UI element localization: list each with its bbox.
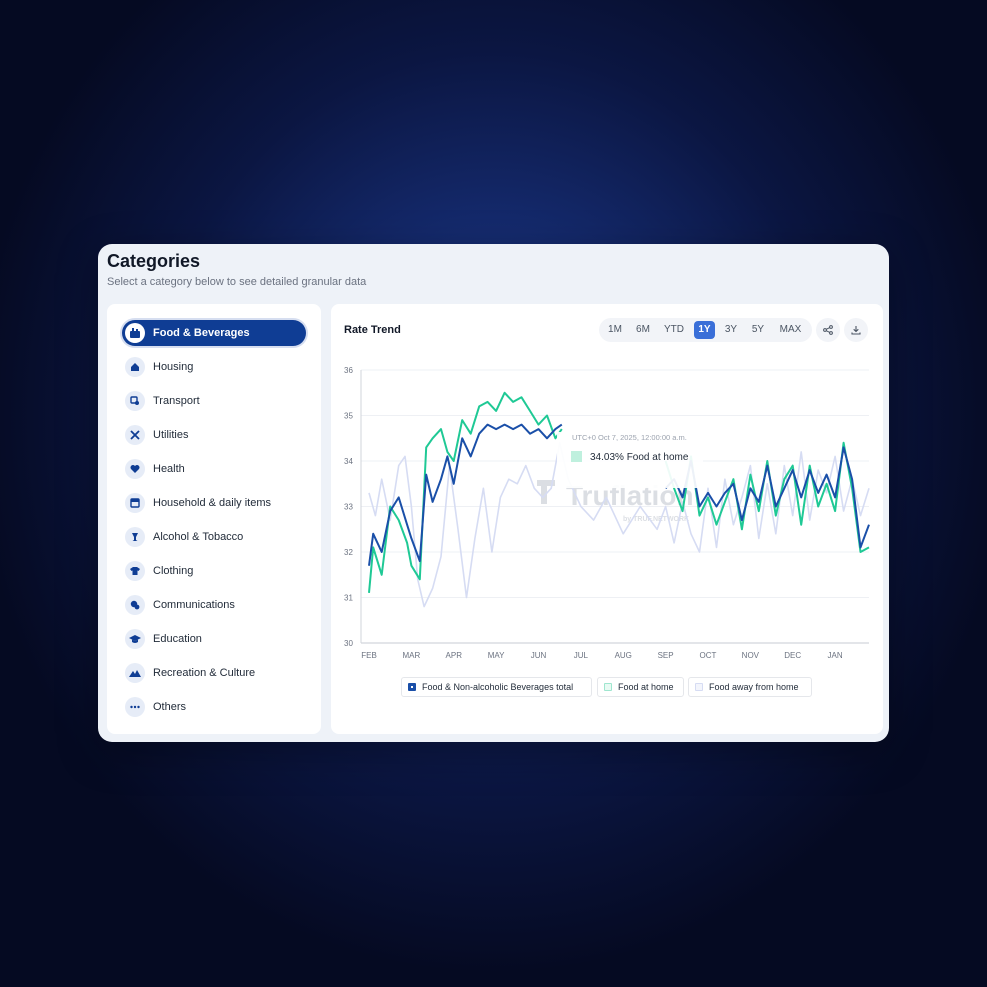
- sidebar-item-label: Alcohol & Tobacco: [153, 531, 244, 543]
- home-icon: [125, 357, 145, 377]
- range-1m[interactable]: 1M: [608, 324, 622, 335]
- shirt-icon: [125, 561, 145, 581]
- x-tick-label: JAN: [828, 651, 843, 660]
- time-range-selector: 1M 6M YTD 1Y 3Y 5Y MAX: [599, 318, 812, 342]
- tooltip-swatch: [571, 451, 582, 462]
- tooltip-timestamp: UTC+0 Oct 7, 2025, 12:00:00 a.m.: [572, 433, 687, 442]
- household-icon: [125, 493, 145, 513]
- sidebar-item-utilities[interactable]: Utilities: [122, 422, 306, 448]
- legend-label: Food at home: [618, 682, 674, 692]
- series-line-1: [368, 391, 870, 593]
- category-sidebar: Food & Beverages Housing Transport Utili…: [107, 304, 321, 734]
- sidebar-item-label: Recreation & Culture: [153, 667, 256, 679]
- legend-item-food-at-home[interactable]: Food at home: [597, 677, 684, 697]
- sidebar-item-label: Communications: [153, 599, 235, 611]
- legend-swatch-home: [604, 683, 612, 691]
- sidebar-item-health[interactable]: Health: [122, 456, 306, 482]
- y-tick-label: 31: [344, 594, 353, 603]
- range-ytd[interactable]: YTD: [664, 324, 684, 335]
- download-icon: [851, 326, 861, 335]
- range-1y[interactable]: 1Y: [694, 321, 715, 339]
- chat-icon: [125, 595, 145, 615]
- chart-title: Rate Trend: [344, 324, 401, 336]
- x-tick-label: SEP: [658, 651, 674, 660]
- sidebar-item-others[interactable]: Others: [122, 694, 306, 720]
- mountain-icon: [125, 663, 145, 683]
- tools-icon: [125, 425, 145, 445]
- share-button[interactable]: [816, 318, 840, 342]
- y-tick-label: 34: [344, 457, 353, 466]
- sidebar-item-label: Household & daily items: [153, 497, 272, 509]
- x-tick-label: MAR: [402, 651, 420, 660]
- sidebar-item-label: Food & Beverages: [153, 327, 250, 339]
- range-6m[interactable]: 6M: [636, 324, 650, 335]
- sidebar-item-housing[interactable]: Housing: [122, 354, 306, 380]
- download-button[interactable]: [844, 318, 868, 342]
- rate-trend-card: Rate Trend 1M 6M YTD 1Y 3Y 5Y MAX 30 31 32…: [331, 304, 883, 734]
- sidebar-item-label: Clothing: [153, 565, 194, 577]
- x-tick-label: AUG: [615, 651, 632, 660]
- x-tick-label: APR: [446, 651, 463, 660]
- page-title: Categories: [107, 251, 201, 271]
- rate-trend-chart: 30 31 32 33 34 35 36 FEB MAR APR MAY JUN JUL AUG SEP OC…: [344, 366, 870, 660]
- hover-tooltip: UTC+0 Oct 7, 2025, 12:00:00 a.m. 34.03% …: [557, 432, 703, 488]
- sidebar-item-clothing[interactable]: Clothing: [122, 558, 306, 584]
- y-tick-label: 35: [344, 412, 353, 421]
- legend-swatch-away: [695, 683, 703, 691]
- x-tick-label: DEC: [784, 651, 801, 660]
- sidebar-item-household[interactable]: Household & daily items: [122, 490, 306, 516]
- x-tick-label: JUN: [531, 651, 547, 660]
- series-line-2: [368, 442, 870, 608]
- range-max[interactable]: MAX: [779, 324, 802, 335]
- x-tick-label: FEB: [361, 651, 377, 660]
- legend-label: Food away from home: [709, 682, 799, 692]
- sidebar-item-alcohol-tobacco[interactable]: Alcohol & Tobacco: [122, 524, 306, 550]
- glass-icon: [125, 527, 145, 547]
- share-icon: [823, 325, 833, 335]
- sidebar-item-label: Transport: [153, 395, 200, 407]
- food-icon: [125, 323, 145, 343]
- sidebar-item-label: Health: [153, 463, 185, 475]
- sidebar-item-food-beverages[interactable]: Food & Beverages: [122, 320, 306, 346]
- sidebar-item-education[interactable]: Education: [122, 626, 306, 652]
- categories-panel: Categories Select a category below to se…: [98, 244, 889, 742]
- page-subtitle: Select a category below to see detailed …: [107, 276, 367, 288]
- legend-swatch-total: [408, 683, 416, 691]
- sidebar-item-label: Others: [153, 701, 187, 713]
- range-3y[interactable]: 3Y: [724, 324, 738, 335]
- sidebar-item-label: Education: [153, 633, 202, 645]
- heart-icon: [125, 459, 145, 479]
- legend-label: Food & Non-alcoholic Beverages total: [422, 682, 574, 692]
- sidebar-item-label: Housing: [153, 361, 194, 373]
- transport-icon: [125, 391, 145, 411]
- sidebar-item-label: Utilities: [153, 429, 189, 441]
- y-tick-label: 30: [344, 639, 353, 648]
- x-tick-label: OCT: [700, 651, 717, 660]
- x-tick-label: NOV: [742, 651, 760, 660]
- graduation-cap-icon: [125, 629, 145, 649]
- watermark-sub: by TRUF.NETWORK: [623, 516, 689, 523]
- x-tick-label: MAY: [488, 651, 505, 660]
- tooltip-value: 34.03% Food at home: [590, 452, 689, 463]
- x-tick-label: JUL: [574, 651, 589, 660]
- sidebar-item-transport[interactable]: Transport: [122, 388, 306, 414]
- legend-item-total[interactable]: Food & Non-alcoholic Beverages total: [401, 677, 592, 697]
- y-tick-label: 32: [344, 548, 353, 557]
- legend-item-food-away[interactable]: Food away from home: [688, 677, 812, 697]
- y-tick-label: 33: [344, 503, 353, 512]
- range-5y[interactable]: 5Y: [751, 324, 765, 335]
- series-line-0: [368, 423, 870, 566]
- y-tick-label: 36: [344, 366, 353, 375]
- more-dots-icon: [125, 697, 145, 717]
- sidebar-item-recreation[interactable]: Recreation & Culture: [122, 660, 306, 686]
- sidebar-item-communications[interactable]: Communications: [122, 592, 306, 618]
